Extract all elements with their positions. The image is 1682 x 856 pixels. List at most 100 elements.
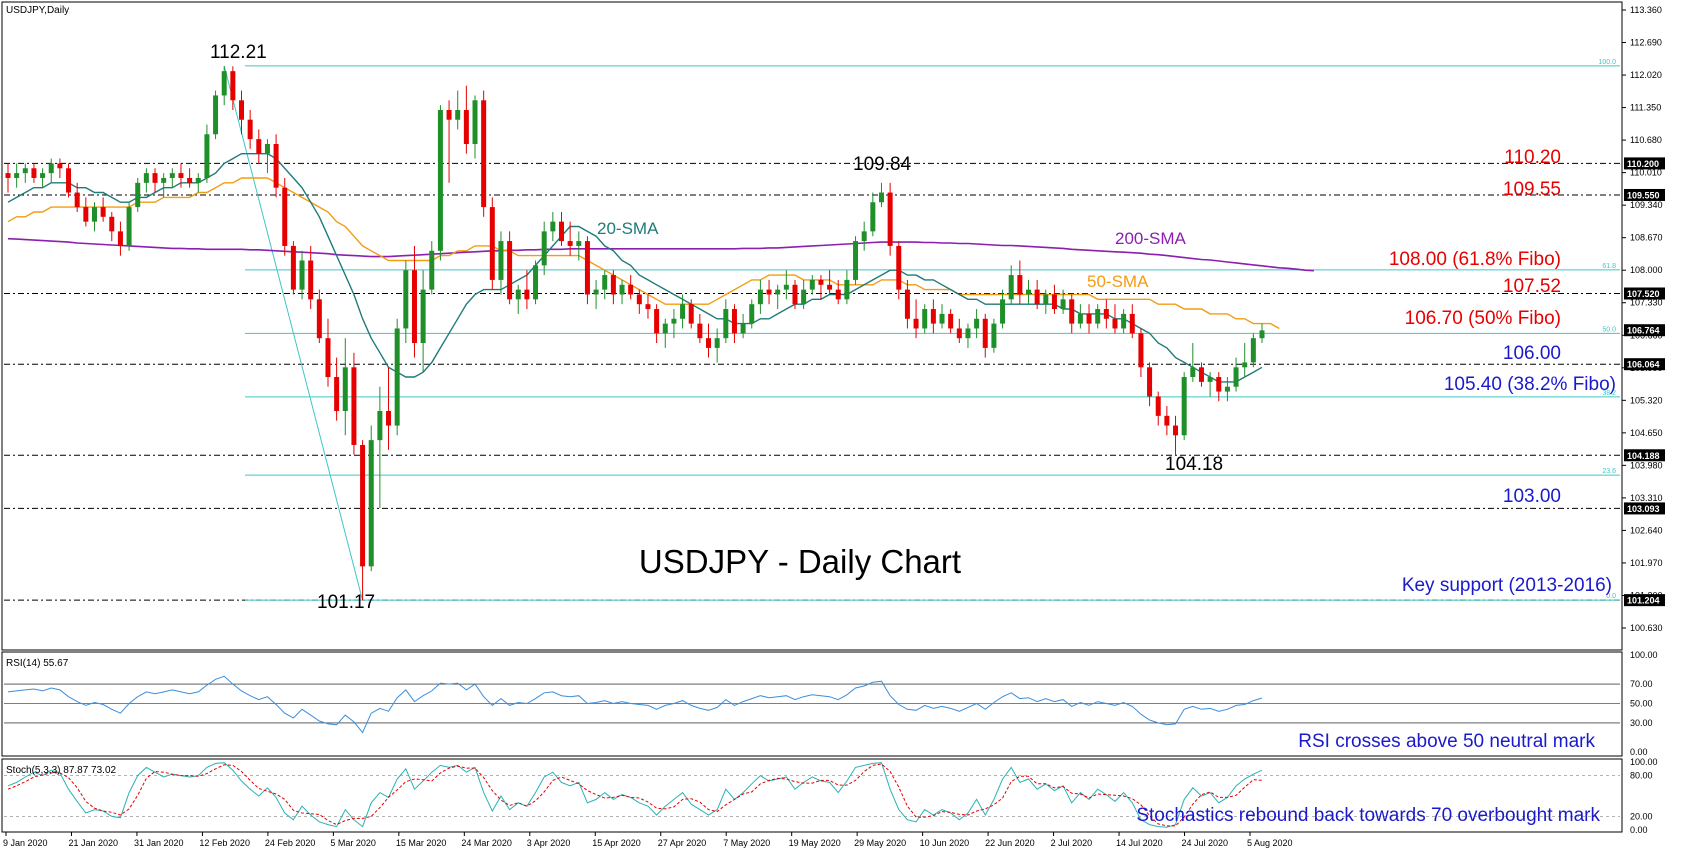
candle-body bbox=[1043, 294, 1049, 305]
candle-body bbox=[100, 207, 106, 217]
candle-body bbox=[550, 221, 556, 232]
fibo-level-label: 61.8 bbox=[1602, 263, 1616, 270]
candle-body bbox=[515, 289, 521, 300]
candle-body bbox=[792, 284, 798, 305]
candle-body bbox=[1242, 362, 1248, 368]
level-110-20-label: 110.20 bbox=[1504, 147, 1561, 168]
candle-body bbox=[628, 284, 634, 295]
candle-body bbox=[1051, 294, 1057, 310]
candle-body bbox=[498, 241, 504, 280]
candle-body bbox=[714, 338, 720, 348]
candle-body bbox=[22, 168, 28, 174]
candle-body bbox=[264, 143, 270, 154]
candle-body bbox=[1034, 289, 1040, 305]
sma20-line bbox=[7, 152, 1263, 383]
candle-body bbox=[1164, 415, 1170, 426]
candle-body bbox=[316, 299, 322, 339]
candle-body bbox=[325, 338, 331, 378]
x-tick-label: 31 Jan 2020 bbox=[134, 838, 184, 848]
candle-body bbox=[680, 304, 686, 319]
candle-body bbox=[723, 309, 729, 339]
candle-body bbox=[57, 163, 63, 169]
candle-body bbox=[256, 139, 262, 154]
candle-body bbox=[766, 289, 772, 295]
candle-body bbox=[377, 410, 383, 441]
candle-body bbox=[654, 309, 660, 334]
candles bbox=[5, 66, 1265, 601]
price-tag-label: 103.093 bbox=[1627, 504, 1660, 514]
x-tick-label: 9 Jan 2020 bbox=[3, 838, 48, 848]
candle-body bbox=[610, 275, 616, 295]
candle-body bbox=[1086, 313, 1092, 324]
price-tag-box bbox=[1624, 358, 1665, 371]
fibonacci-levels: 0.0 23.6 38.2 50.0 61.8 100.0 bbox=[245, 59, 1620, 601]
main-panel-frame bbox=[1, 1, 1623, 651]
y-tick-label: 111.350 bbox=[1630, 103, 1661, 113]
candle-body bbox=[290, 245, 296, 290]
candle-body bbox=[1103, 309, 1109, 319]
fibo-level-label: 38.2 bbox=[1602, 390, 1616, 397]
candle-body bbox=[809, 279, 815, 290]
candle-body bbox=[213, 95, 219, 135]
stoch-d-line bbox=[7, 763, 1263, 827]
candle-body bbox=[1259, 330, 1265, 339]
price-tag-label: 107.520 bbox=[1627, 289, 1660, 299]
time-axis: 9 Jan 2020 21 Jan 2020 31 Jan 2020 12 Feb 2… bbox=[3, 832, 1293, 848]
y-tick-label: 100.630 bbox=[1630, 623, 1663, 633]
fibo-trendline bbox=[223, 65, 364, 601]
candle-body bbox=[1173, 425, 1179, 436]
candle-body bbox=[567, 241, 573, 246]
x-tick-label: 5 Aug 2020 bbox=[1247, 838, 1293, 848]
candle-body bbox=[870, 202, 876, 232]
x-tick-label: 19 May 2020 bbox=[789, 838, 841, 848]
candle-body bbox=[221, 71, 227, 96]
y-tick-label: 109.340 bbox=[1630, 200, 1663, 210]
rsi-tick-label: 50.00 bbox=[1630, 699, 1653, 709]
x-tick-label: 15 Apr 2020 bbox=[592, 838, 641, 848]
price-tags: 110.200 109.550 107.520 106.764 106.064 104.1… bbox=[1624, 157, 1665, 607]
high-label: 112.21 bbox=[210, 42, 267, 63]
price-tag-label: 106.764 bbox=[1627, 326, 1660, 336]
sma50-label: 50-SMA bbox=[1087, 272, 1149, 291]
candle-body bbox=[1233, 367, 1239, 387]
fibonacci-trendline bbox=[223, 65, 364, 601]
candle-body bbox=[178, 173, 184, 178]
candle-body bbox=[688, 304, 694, 324]
stoch-note: Stochastics rebound back towards 70 over… bbox=[1136, 805, 1600, 826]
candle-body bbox=[135, 182, 141, 208]
candle-body bbox=[91, 207, 97, 222]
candle-body bbox=[602, 275, 608, 290]
candle-body bbox=[584, 241, 590, 295]
y-tick-label: 103.980 bbox=[1630, 460, 1663, 470]
candle-body bbox=[878, 192, 884, 203]
peak-label: 109.84 bbox=[853, 154, 912, 175]
candle-body bbox=[360, 444, 366, 567]
candle-body bbox=[420, 289, 426, 344]
sma200-label: 200-SMA bbox=[1115, 229, 1187, 248]
candle-body bbox=[1000, 299, 1006, 324]
candle-body bbox=[368, 440, 374, 567]
window-title: USDJPY,Daily bbox=[6, 5, 69, 16]
candle-body bbox=[853, 241, 859, 280]
x-tick-label: 15 Mar 2020 bbox=[396, 838, 447, 848]
rsi-note: RSI crosses above 50 neutral mark bbox=[1298, 731, 1595, 752]
y-tick-label: 110.010 bbox=[1630, 168, 1662, 178]
rsi-tick-label: 30.00 bbox=[1630, 718, 1653, 728]
price-tag-box bbox=[1624, 449, 1665, 462]
candle-body bbox=[965, 328, 971, 339]
candle-body bbox=[948, 313, 954, 329]
x-tick-label: 21 Jan 2020 bbox=[68, 838, 118, 848]
y-tick-label: 102.640 bbox=[1630, 525, 1663, 535]
candle-body bbox=[974, 318, 980, 329]
candle-body bbox=[1017, 275, 1023, 295]
x-tick-label: 5 Mar 2020 bbox=[330, 838, 376, 848]
candle-body bbox=[239, 100, 245, 120]
candle-body bbox=[706, 338, 712, 348]
level-107-52-label: 107.52 bbox=[1503, 276, 1561, 297]
candle-body bbox=[740, 323, 746, 334]
candle-body bbox=[887, 192, 893, 246]
price-tag-label: 109.550 bbox=[1627, 190, 1660, 200]
x-tick-label: 10 Jun 2020 bbox=[920, 838, 970, 848]
